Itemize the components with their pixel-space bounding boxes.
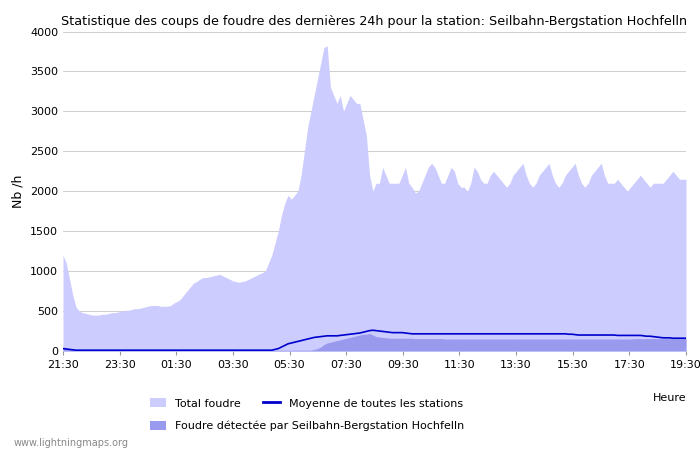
- Legend: Foudre détectée par Seilbahn-Bergstation Hochfelln: Foudre détectée par Seilbahn-Bergstation…: [150, 420, 464, 431]
- Text: www.lightningmaps.org: www.lightningmaps.org: [14, 438, 129, 448]
- Title: Statistique des coups de foudre des dernières 24h pour la station: Seilbahn-Berg: Statistique des coups de foudre des dern…: [62, 14, 687, 27]
- Y-axis label: Nb /h: Nb /h: [11, 175, 25, 208]
- Text: Heure: Heure: [652, 392, 686, 403]
